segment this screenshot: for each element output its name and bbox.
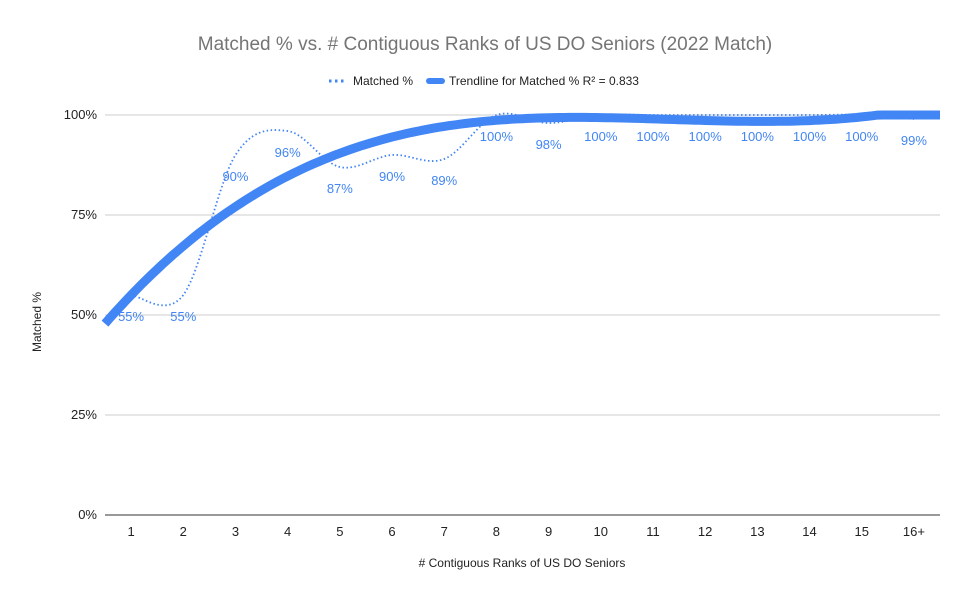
series-line-matched [130, 112, 914, 307]
data-label: 87% [327, 181, 353, 196]
data-label: 100% [480, 129, 514, 144]
x-tick-label: 3 [232, 524, 239, 539]
y-tick-label: 50% [71, 307, 97, 322]
data-label: 100% [689, 129, 723, 144]
x-tick-label: 11 [646, 524, 660, 539]
x-tick-label: 2 [180, 524, 187, 539]
data-label: 96% [275, 145, 301, 160]
x-tick-label: 16+ [903, 524, 925, 539]
data-label: 99% [901, 133, 927, 148]
x-tick-label: 7 [441, 524, 448, 539]
y-tick-label: 75% [71, 207, 97, 222]
x-axis-title: # Contiguous Ranks of US DO Seniors [419, 556, 626, 570]
x-tick-label: 4 [284, 524, 291, 539]
data-label: 90% [379, 169, 405, 184]
x-tick-label: 1 [127, 524, 134, 539]
x-axis-ticks: 1 2 3 4 5 6 7 8 9 10 11 12 13 14 15 16+ [127, 524, 924, 539]
data-label: 100% [584, 129, 618, 144]
data-label: 90% [222, 169, 248, 184]
plot-area [101, 110, 940, 327]
legend-label-trendline: Trendline for Matched % R² = 0.833 [449, 74, 639, 88]
x-tick-label: 10 [594, 524, 608, 539]
legend: Matched % Trendline for Matched % R² = 0… [329, 74, 639, 88]
y-axis-title: Matched % [30, 292, 44, 352]
x-tick-label: 15 [854, 524, 868, 539]
data-label: 55% [118, 309, 144, 324]
x-tick-label: 8 [493, 524, 500, 539]
data-label: 100% [845, 129, 879, 144]
x-tick-label: 5 [336, 524, 343, 539]
data-label: 55% [170, 309, 196, 324]
x-tick-label: 14 [802, 524, 816, 539]
data-labels: 55% 55% 90% 96% 87% 90% 89% 100% 98% 100% 100% 100%… [118, 129, 927, 324]
x-tick-label: 6 [388, 524, 395, 539]
y-tick-label: 0% [78, 507, 97, 522]
y-axis-ticks: 0% 25% 50% 75% 100% [64, 107, 98, 522]
gridlines [105, 114, 940, 416]
x-tick-label: 12 [698, 524, 712, 539]
trendline [101, 110, 940, 327]
data-label: 100% [741, 129, 775, 144]
data-label: 100% [636, 129, 670, 144]
x-tick-label: 9 [545, 524, 552, 539]
y-tick-label: 100% [64, 107, 98, 122]
chart-title: Matched % vs. # Contiguous Ranks of US D… [198, 34, 772, 55]
y-tick-label: 25% [71, 407, 97, 422]
x-tick-label: 13 [750, 524, 764, 539]
data-label: 98% [536, 137, 562, 152]
data-label: 100% [793, 129, 827, 144]
data-label: 89% [431, 173, 457, 188]
legend-label-matched: Matched % [353, 74, 413, 88]
